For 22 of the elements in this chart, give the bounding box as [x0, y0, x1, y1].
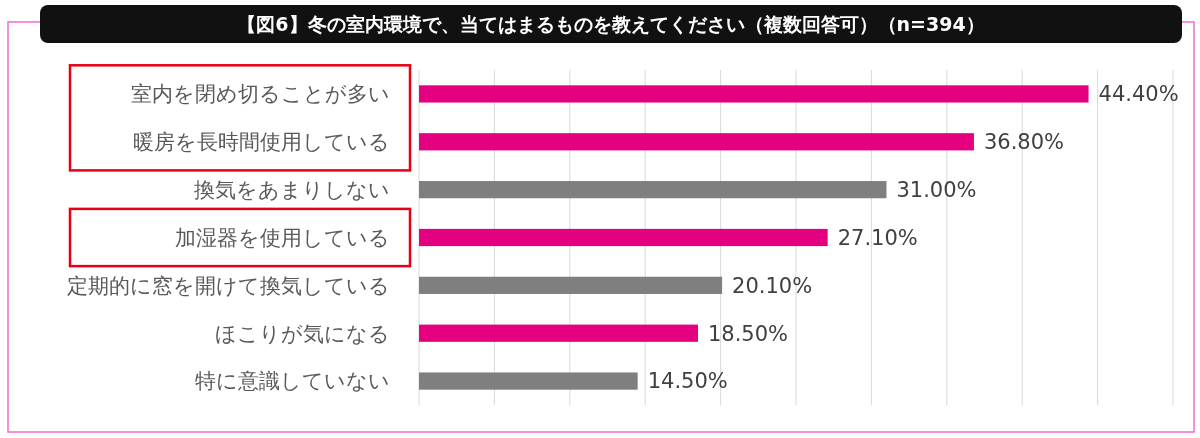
- data-label: 27.10%: [837, 225, 918, 250]
- bar: [419, 276, 723, 294]
- bar: [419, 324, 698, 342]
- bar: [419, 181, 887, 199]
- chart-title: 【図6】冬の室内環境で、当てはまるものを教えてください（複数回答可）（n=394）: [237, 13, 985, 35]
- data-label: 31.00%: [896, 177, 977, 202]
- bar: [419, 85, 1089, 103]
- y-tick-label: 定期的に窓を開けて換気している: [67, 273, 390, 298]
- y-tick-label: 室内を閉め切ることが多い: [131, 82, 390, 107]
- y-tick-label: 加湿器を使用している: [175, 225, 390, 250]
- data-label: 20.10%: [732, 273, 813, 298]
- y-tick-label: 特に意識していない: [195, 369, 390, 394]
- data-label: 36.80%: [983, 130, 1065, 155]
- y-tick-label: ほこりが気になる: [215, 321, 390, 346]
- bar: [419, 372, 638, 390]
- data-label: 18.50%: [707, 321, 789, 346]
- bar: [419, 228, 828, 247]
- y-tick-label: 換気をあまりしない: [194, 177, 390, 202]
- data-label: 14.50%: [647, 369, 728, 394]
- bar: [419, 133, 974, 151]
- y-tick-label: 暖房を長時間使用している: [133, 130, 390, 155]
- data-label: 44.40%: [1098, 82, 1179, 107]
